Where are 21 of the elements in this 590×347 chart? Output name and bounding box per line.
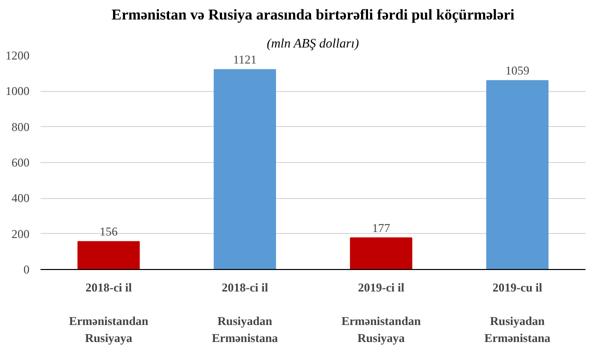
data-label: 1121 — [233, 52, 257, 67]
y-tick-label: 1200 — [6, 48, 30, 62]
data-label: 177 — [372, 220, 390, 235]
y-tick-label: 800 — [12, 120, 30, 134]
chart-subtitle: (mln ABŞ dolları) — [266, 36, 359, 50]
bar — [77, 241, 140, 270]
chart-title: Ermənistan və Rusiya arasında birtərəfli fərdi pul köçürmələri — [112, 8, 514, 24]
y-tick-label: 600 — [12, 156, 30, 170]
category-label: 2019-ci il Ermənistandan Rusiyaya — [341, 280, 421, 345]
category-label: 2018-ci il Rusiyadan Ermənistana — [212, 280, 278, 345]
y-tick-label: 200 — [12, 226, 30, 241]
bar — [214, 69, 276, 270]
bar — [350, 237, 412, 270]
category-label: 2019-cu il Rusiyadan Ermənistana — [484, 280, 550, 345]
bar — [486, 80, 549, 270]
category-label: 2018-ci il Ermənistandan Rusiyaya — [68, 280, 148, 345]
y-tick-label: 1000 — [6, 84, 30, 98]
y-tick-label: 400 — [12, 191, 30, 206]
y-tick-label: 0 — [24, 262, 30, 276]
data-label: 1059 — [505, 64, 530, 78]
data-label: 156 — [100, 224, 118, 239]
